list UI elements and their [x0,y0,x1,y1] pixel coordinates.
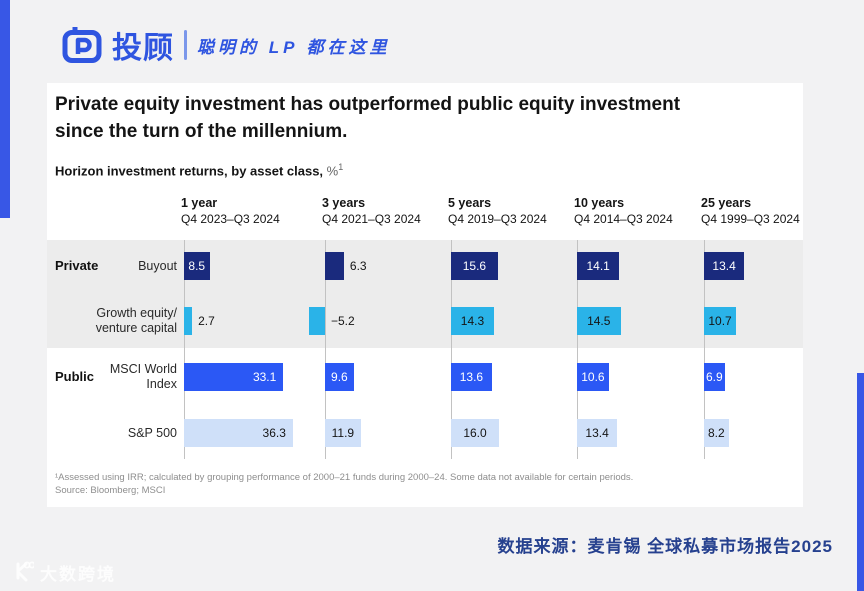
bar: 8.2 [704,419,729,447]
row-name-line: Index [146,377,177,391]
value-label: −5.2 [331,314,355,328]
column-period-label: 25 years [701,196,752,210]
value-label: 6.9 [706,370,723,384]
brand-logo-text: 投顾 [112,32,174,65]
value-label: 36.3 [262,426,286,440]
column-header: 3 years Q4 2021–Q3 2024 [322,196,421,227]
bar: 13.4 [704,252,745,280]
title-line-1: Private equity investment has outperform… [55,94,681,115]
bar: 9.6 [325,363,354,391]
bar: 33.1 [184,363,284,391]
value-label: 9.6 [331,370,348,384]
accent-strip-top-left [0,0,10,218]
bar: 14.1 [577,252,620,280]
brand-header: 投顾 聪明的 LP 都在这里 [62,22,391,68]
subtitle-unit: % [323,163,339,179]
bar: 11.9 [325,419,361,447]
title-line-2: since the turn of the millennium. [55,121,348,142]
column-date-range: Q4 2019–Q3 2024 [448,212,547,226]
row-name-line: MSCI World [109,362,177,376]
bar: 16.0 [451,419,499,447]
column-header: 5 years Q4 2019–Q3 2024 [448,196,547,227]
column-date-range: Q4 2014–Q3 2024 [574,212,673,226]
row-name-line: Buyout [138,258,177,273]
value-label: 14.1 [586,259,610,273]
group-label: Public [55,369,95,384]
row-name-label: MSCI World Index [55,362,177,392]
column-axis-line [325,240,326,459]
group-band [47,240,803,348]
exhibit-subtitle: Horizon investment returns, by asset cla… [55,162,343,178]
exhibit-title: Private equity investment has outperform… [55,91,795,145]
column-date-range: Q4 2023–Q3 2024 [181,212,280,226]
bar: 13.6 [451,363,492,391]
value-label: 16.0 [463,426,487,440]
column-header: 1 year Q4 2023–Q3 2024 [181,196,280,227]
bar [309,307,325,335]
bar: 15.6 [451,252,498,280]
watermark: 大数跨境 [8,560,116,585]
value-label: 14.3 [460,314,485,328]
value-label: 8.2 [707,426,725,440]
value-label: 33.1 [252,370,277,384]
brand-tagline: 聪明的 LP 都在这里 [197,37,391,57]
column-axis-line [184,240,185,459]
bar: 14.3 [451,307,494,335]
value-label: 10.7 [708,314,732,328]
value-label: 13.6 [459,370,484,384]
bar: 36.3 [184,419,293,447]
bar: 13.4 [577,419,618,447]
row-name-label: S&P 500 [55,426,177,441]
value-label: 6.3 [349,259,367,273]
column-date-range: Q4 1999–Q3 2024 [701,212,800,226]
column-period-label: 10 years [574,196,625,210]
row-name-line: Growth equity/ [96,306,177,320]
group-label: Private [55,258,99,273]
column-period-label: 5 years [448,196,492,210]
bar: 6.9 [704,363,725,391]
value-label: 10.6 [581,370,605,384]
row-name-label: Growth equity/venture capital [55,306,177,336]
value-label: 13.4 [712,259,736,273]
value-label: 11.9 [331,426,355,440]
value-label: 8.5 [188,259,206,273]
column-header: 10 years Q4 2014–Q3 2024 [574,196,673,227]
column-header: 25 years Q4 1999–Q3 2024 [701,196,800,227]
footnote-block: ¹Assessed using IRR; calculated by group… [55,471,633,497]
brand-divider [184,30,187,60]
value-label: 2.7 [198,314,215,328]
column-axis-line [451,240,452,459]
row-name-line: S&P 500 [127,425,177,440]
column-axis-line [704,240,705,459]
bar [325,252,344,280]
bar [184,307,193,335]
brand-logo-icon [62,26,102,64]
row-name-label: Buyout [55,259,177,274]
column-date-range: Q4 2021–Q3 2024 [322,212,421,226]
bar: 10.6 [577,363,609,391]
column-period-label: 3 years [322,196,366,210]
column-period-label: 1 year [181,196,218,210]
accent-strip-bottom-right [857,373,864,591]
bar: 10.7 [704,307,737,335]
bar: 14.5 [577,307,621,335]
value-label: 14.5 [587,314,611,328]
source-text: Source: Bloomberg; MSCI [55,485,166,496]
watermark-logo-icon [8,561,34,585]
row-name-line: venture capital [95,321,177,335]
subtitle-main: Horizon investment returns, by asset cla… [55,163,324,179]
subtitle-footnote-marker: 1 [338,162,344,172]
column-axis-line [577,240,578,459]
value-label: 15.6 [462,259,487,273]
value-label: 13.4 [585,426,609,440]
watermark-text: 大数跨境 [40,565,116,584]
footnote-text: ¹Assessed using IRR; calculated by group… [55,472,634,483]
bar: 8.5 [184,252,210,280]
data-source-caption: 数据来源：麦肯锡 全球私募市场报告2025 [497,537,833,556]
